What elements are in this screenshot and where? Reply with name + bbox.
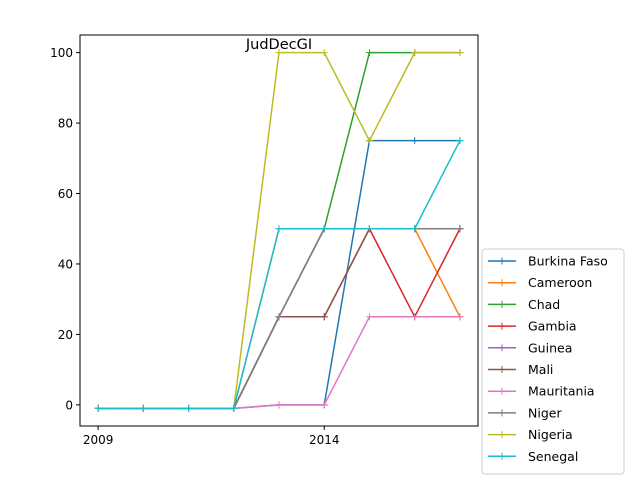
y-tick-label: 0 (65, 398, 73, 412)
legend-frame (481, 248, 625, 475)
legend-label: Burkina Faso (528, 254, 608, 269)
x-tick-label: 2014 (309, 433, 340, 447)
x-tick-label: 2009 (83, 433, 114, 447)
legend-label: Mali (528, 362, 553, 377)
legend-entry: Chad (488, 297, 560, 312)
legend: Burkina Faso Cameroon Chad Gambia Guinea Mali… (481, 248, 625, 475)
legend-entry: Mali (488, 362, 553, 377)
legend-entry: Cameroon (488, 275, 592, 290)
legend-entry: Gambia (488, 319, 577, 334)
legend-label: Chad (528, 297, 560, 312)
legend-label: Mauritania (528, 384, 595, 399)
y-tick-label: 40 (58, 257, 73, 271)
y-tick-label: 20 (58, 328, 73, 342)
legend-entry: Niger (488, 405, 562, 420)
legend-entry: Mauritania (488, 384, 595, 399)
legend-entry: Burkina Faso (488, 254, 608, 269)
series-layer (94, 49, 464, 412)
legend-entry: Guinea (488, 340, 572, 355)
y-tick-label: 60 (58, 187, 73, 201)
legend-label: Cameroon (528, 275, 592, 290)
y-tick-label: 80 (58, 117, 73, 131)
y-axis: 0 20 40 60 80 100 (50, 46, 80, 412)
series-senegal (94, 137, 464, 412)
plot-frame (79, 34, 479, 427)
legend-label: Guinea (528, 340, 572, 355)
legend-label: Senegal (528, 449, 578, 464)
x-axis: 2009 2014 (83, 426, 340, 447)
legend-label: Nigeria (528, 427, 573, 442)
legend-entry: Senegal (488, 449, 578, 464)
y-tick-label: 100 (50, 46, 73, 60)
legend-label: Niger (528, 405, 562, 420)
chart-title: JudDecGI (245, 37, 312, 53)
legend-label: Gambia (528, 319, 577, 334)
legend-entry: Nigeria (488, 427, 573, 442)
plot-area (94, 49, 464, 412)
